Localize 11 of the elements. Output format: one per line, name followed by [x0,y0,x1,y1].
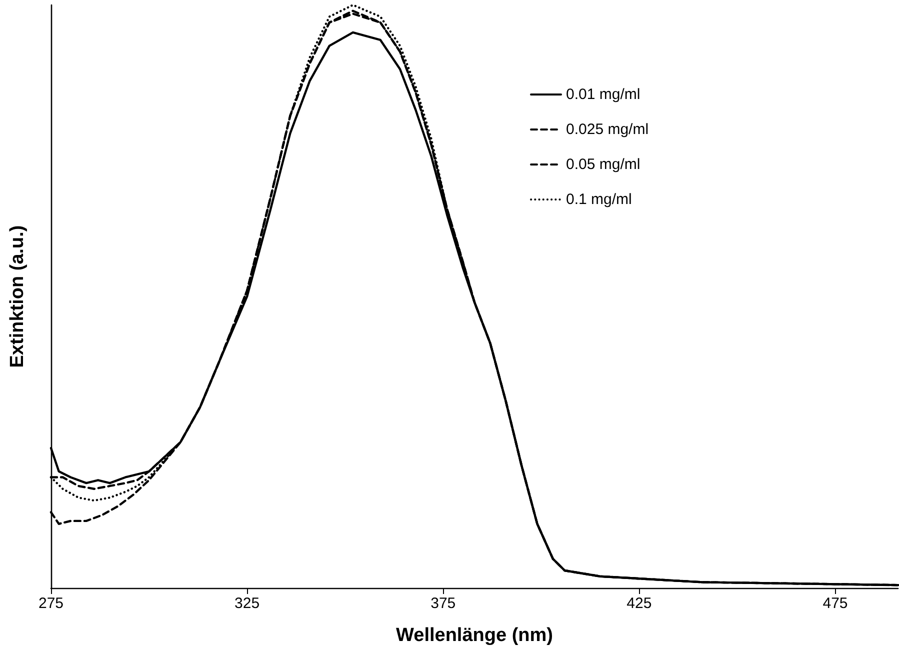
x-axis-title: Wellenlänge (nm) [396,625,553,646]
y-axis-title: Extinktion (a.u.) [7,225,28,368]
x-tick-label: 275 [38,595,64,612]
x-tick-label: 475 [822,595,848,612]
legend-label: 0.01 mg/ml [566,86,640,103]
x-tick-label: 425 [626,595,652,612]
x-tick-label: 375 [430,595,456,612]
legend-label: 0.1 mg/ml [566,191,632,208]
legend-label: 0.025 mg/ml [566,121,649,138]
x-tick-label: 325 [234,595,260,612]
legend-label: 0.05 mg/ml [566,156,640,173]
